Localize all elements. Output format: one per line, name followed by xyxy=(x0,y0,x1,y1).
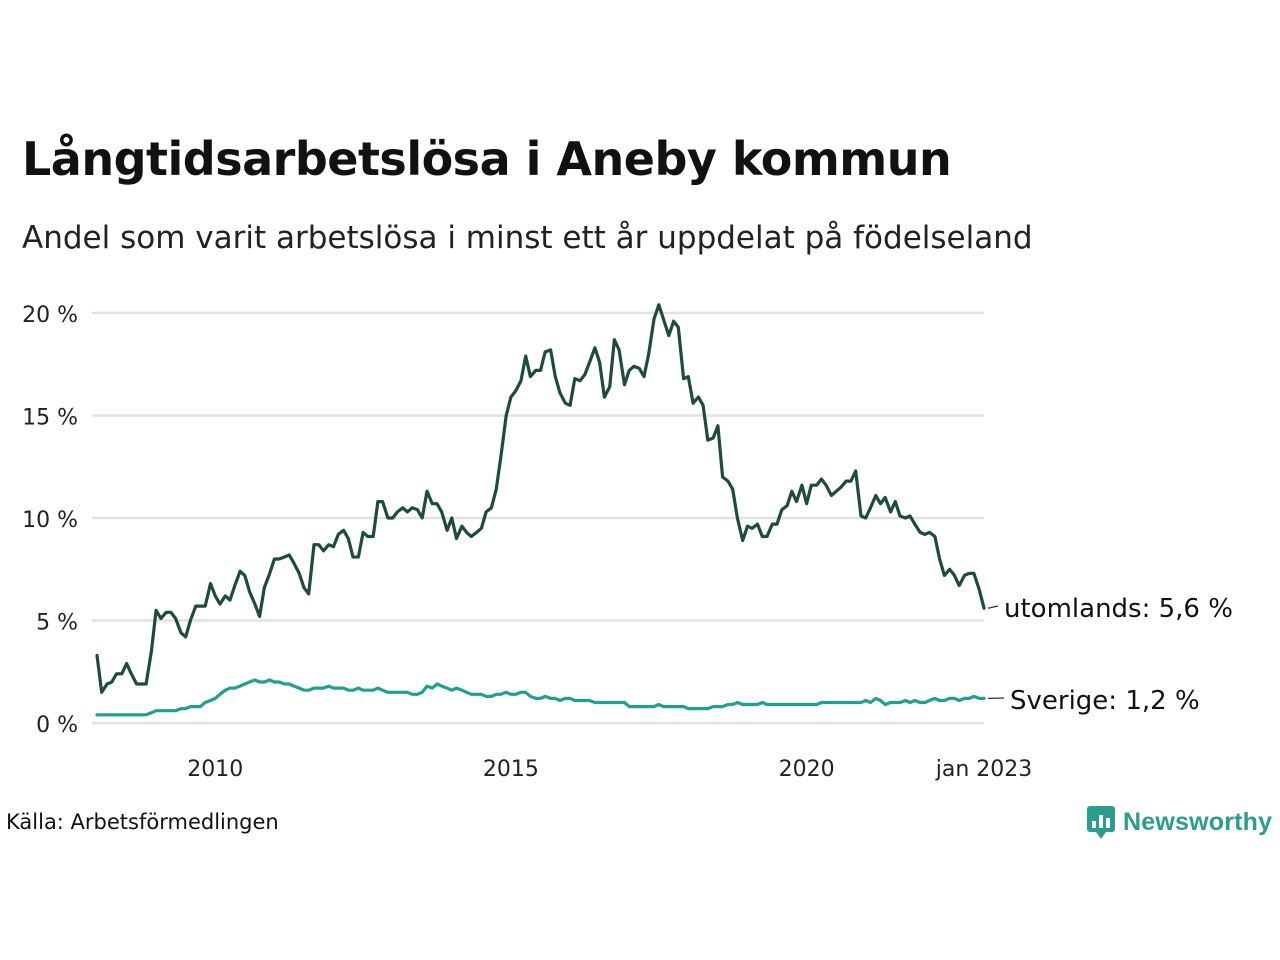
end-label-connector xyxy=(987,605,999,609)
chart-title: Långtidsarbetslösa i Aneby kommun xyxy=(22,132,952,186)
y-tick-label: 20 % xyxy=(22,303,78,328)
x-tick-label: 2020 xyxy=(779,757,835,782)
x-tick-label: 2015 xyxy=(483,757,539,782)
series-line-sverige xyxy=(95,678,986,717)
end-labels: utomlands: 5,6 % Sverige: 1,2 % xyxy=(987,594,1233,716)
x-tick-label: jan 2023 xyxy=(935,757,1033,782)
grid-lines xyxy=(92,311,984,725)
x-axis-ticks: 2010 2015 2020 jan 2023 xyxy=(187,757,1032,782)
end-label-sverige: Sverige: 1,2 % xyxy=(1010,686,1200,716)
source-note: Källa: Arbetsförmedlingen xyxy=(6,810,279,834)
end-label-utomlands: utomlands: 5,6 % xyxy=(1004,594,1233,624)
y-tick-label: 5 % xyxy=(36,611,78,636)
brand-name: Newsworthy xyxy=(1123,807,1273,836)
chart-subtitle: Andel som varit arbetslösa i minst ett å… xyxy=(22,220,1033,256)
series-line-utomlands xyxy=(95,303,986,694)
y-tick-label: 0 % xyxy=(36,713,78,738)
series-lines xyxy=(95,303,986,717)
y-axis-ticks: 0 % 5 % 10 % 15 % 20 % xyxy=(22,303,78,738)
brand-logo: Newsworthy xyxy=(1087,802,1272,842)
y-tick-label: 15 % xyxy=(22,406,78,431)
bar-chart-speech-bubble-icon xyxy=(1087,806,1115,839)
y-tick-label: 10 % xyxy=(22,508,78,533)
x-tick-label: 2010 xyxy=(187,757,243,782)
